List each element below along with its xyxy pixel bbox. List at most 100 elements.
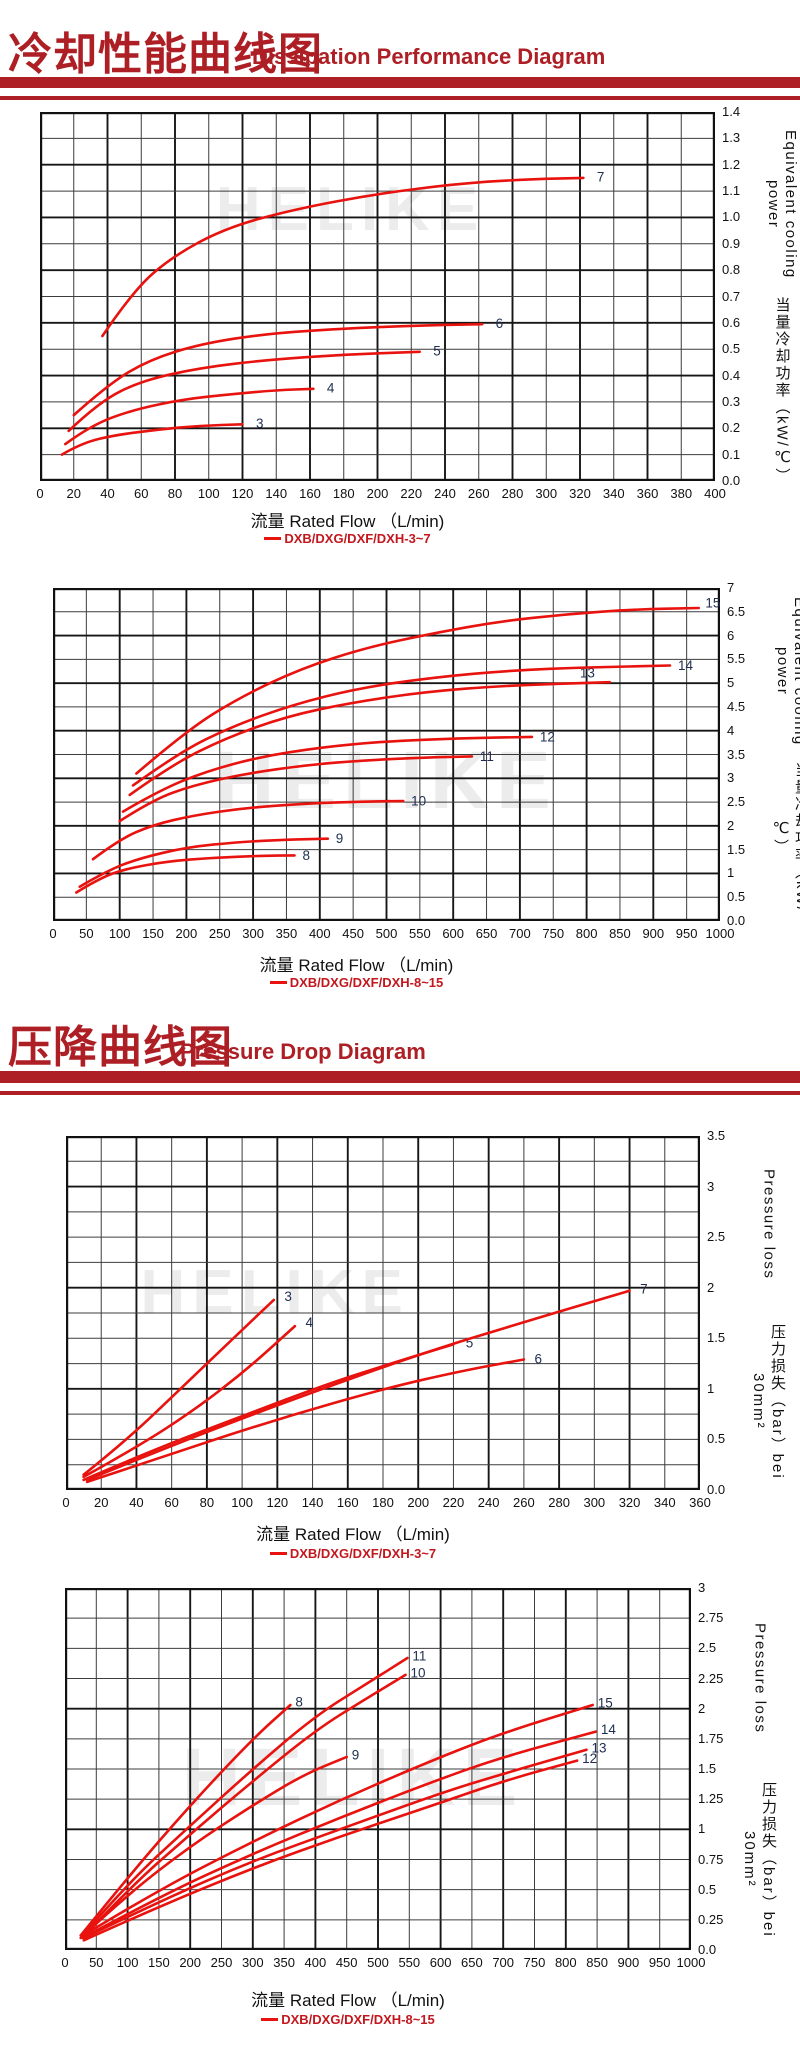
legend-line-swatch <box>264 537 282 541</box>
x-tick-label: 0 <box>61 1955 69 1970</box>
curve-label-9: 9 <box>352 1748 360 1763</box>
section-title-en: Dissipation Performance Diagram <box>252 44 606 69</box>
x-tick-label: 950 <box>675 926 698 941</box>
brand-watermark: HELIKE <box>141 1258 410 1327</box>
x-tick-label: 120 <box>231 486 254 501</box>
x-tick-label: 800 <box>575 926 598 941</box>
curve-label-10: 10 <box>411 1665 426 1680</box>
cooling-chart-3-7: HELIKE 3 4 5 6 7 Equivalent cooling power 当量冷… <box>36 104 799 546</box>
y-axis-title-zh: 当量冷却功率（kW/℃） <box>773 296 791 485</box>
x-tick-label: 850 <box>586 1955 608 1970</box>
curve-label-13: 13 <box>591 1740 606 1755</box>
section-header-pressure-drop: 压降曲线图 Pressure Drop Diagram <box>0 985 800 1100</box>
section-header-dissipation: 冷却性能曲线图 Dissipation Performance Diagram <box>0 0 800 105</box>
x-tick-label: 350 <box>275 926 298 941</box>
x-tick-label: 1000 <box>705 926 735 941</box>
series-legend: DXB/DXG/DXF/DXH-3~7 <box>36 1546 670 1561</box>
x-tick-label: 160 <box>299 486 321 501</box>
x-tick-label: 340 <box>602 486 625 501</box>
x-tick-label: 160 <box>336 1495 359 1510</box>
y-tick-label: 1 <box>707 1380 715 1396</box>
plot-area: HELIKE 8 9 10 11 12 13 14 15 <box>52 587 721 926</box>
plot-area: HELIKE 3 4 5 6 7 <box>65 1135 701 1495</box>
x-tick-label: 500 <box>375 926 398 941</box>
curve-label-8: 8 <box>295 1694 303 1709</box>
plot-border <box>65 1135 701 1491</box>
curve-label-10: 10 <box>411 794 426 809</box>
y-tick-label: 0.0 <box>727 913 746 928</box>
curve-label-9: 9 <box>336 831 344 846</box>
x-axis-title: 流量 Rated Flow （L/min) <box>256 1525 450 1544</box>
section-title-zh: 冷却性能曲线图 <box>8 30 323 79</box>
x-tick-label: 220 <box>442 1495 465 1510</box>
x-tick-label: 260 <box>467 486 490 501</box>
x-tick-label: 750 <box>523 1955 546 1970</box>
legend-label: DXB/DXG/DXF/DXH-8~15 <box>281 2012 435 2027</box>
y-tick-label: 0.2 <box>722 420 741 436</box>
y-axis-title-en: Pressure loss <box>751 1623 769 1734</box>
y-axis-title-zh: 压力损失（bar）bei 30mm² <box>750 1323 786 1480</box>
curve-label-7: 7 <box>640 1282 648 1297</box>
curve-14 <box>131 664 672 787</box>
y-tick-label: 0.5 <box>727 889 746 905</box>
y-tick-label: 6 <box>727 627 735 643</box>
x-tick-label: 200 <box>407 1495 430 1510</box>
x-tick-label: 180 <box>372 1495 394 1510</box>
x-tick-label: 450 <box>335 1955 358 1970</box>
x-tick-label: 60 <box>164 1495 179 1510</box>
brand-watermark: HELIKE <box>215 735 558 826</box>
y-tick-label: 0.5 <box>698 1881 717 1897</box>
y-tick-label: 2.25 <box>698 1670 724 1686</box>
x-tick-label: 360 <box>689 1495 711 1510</box>
y-tick-label: 5.5 <box>727 651 746 667</box>
plot-border <box>39 111 716 482</box>
curve-4 <box>64 387 315 446</box>
x-tick-label: 200 <box>175 926 198 941</box>
curve-label-4: 4 <box>306 1315 314 1330</box>
x-tick-label: 450 <box>342 926 364 941</box>
x-tick-label: 100 <box>116 1955 139 1970</box>
x-tick-label: 800 <box>554 1955 577 1970</box>
x-tick-label: 20 <box>66 486 81 501</box>
plot-border <box>52 587 721 922</box>
x-tick-label: 550 <box>398 1955 421 1970</box>
curve-label-7: 7 <box>597 170 605 185</box>
y-tick-label: 1 <box>698 1821 706 1837</box>
x-tick-label: 140 <box>301 1495 324 1510</box>
y-tick-label: 1.4 <box>722 104 741 119</box>
x-tick-label: 200 <box>366 486 389 501</box>
x-tick-label: 400 <box>308 926 331 941</box>
curve-label-14: 14 <box>601 1722 617 1737</box>
x-tick-label: 900 <box>642 926 665 941</box>
curve-11 <box>118 755 474 823</box>
x-tick-label: 0 <box>49 926 57 941</box>
y-tick-label: 0.0 <box>707 1482 726 1497</box>
plot-area: HELIKE 3 4 5 6 7 <box>39 111 716 486</box>
y-axis-title-zh: 压力损失（bar）bei 30mm² <box>741 1781 777 1938</box>
section-title-zh: 压降曲线图 <box>8 1023 233 1072</box>
x-tick-label: 600 <box>429 1955 452 1970</box>
x-tick-label: 300 <box>583 1495 606 1510</box>
curve-label-6: 6 <box>534 1352 542 1367</box>
curve-label-11: 11 <box>412 1649 426 1664</box>
x-axis-title: 流量 Rated Flow （L/min) <box>251 1991 445 2010</box>
curve-3 <box>82 1298 276 1477</box>
y-tick-label: 3 <box>727 770 735 786</box>
x-tick-label: 150 <box>142 926 164 941</box>
plot-border <box>64 1587 692 1951</box>
y-tick-label: 0.5 <box>707 1431 726 1447</box>
x-tick-label: 220 <box>400 486 423 501</box>
y-tick-label: 1 <box>727 865 735 881</box>
y-axis-title: Equivalent cooling power 当量冷却功率（kW/℃） <box>765 112 799 485</box>
x-tick-label: 50 <box>89 1955 104 1970</box>
curve-label-12: 12 <box>582 1751 597 1766</box>
x-tick-label: 40 <box>100 486 115 501</box>
curve-13 <box>82 1748 588 1940</box>
x-axis-title: 流量 Rated Flow （L/min) <box>259 956 454 975</box>
y-tick-label: 3 <box>707 1178 715 1194</box>
pressure-chart-8-15: HELIKE 8 9 10 11 12 13 14 15 Pressure loss 压力损失（… <box>61 1580 777 2027</box>
curve-label-15: 15 <box>705 595 720 610</box>
curve-13 <box>128 680 612 797</box>
x-tick-label: 360 <box>636 486 659 501</box>
